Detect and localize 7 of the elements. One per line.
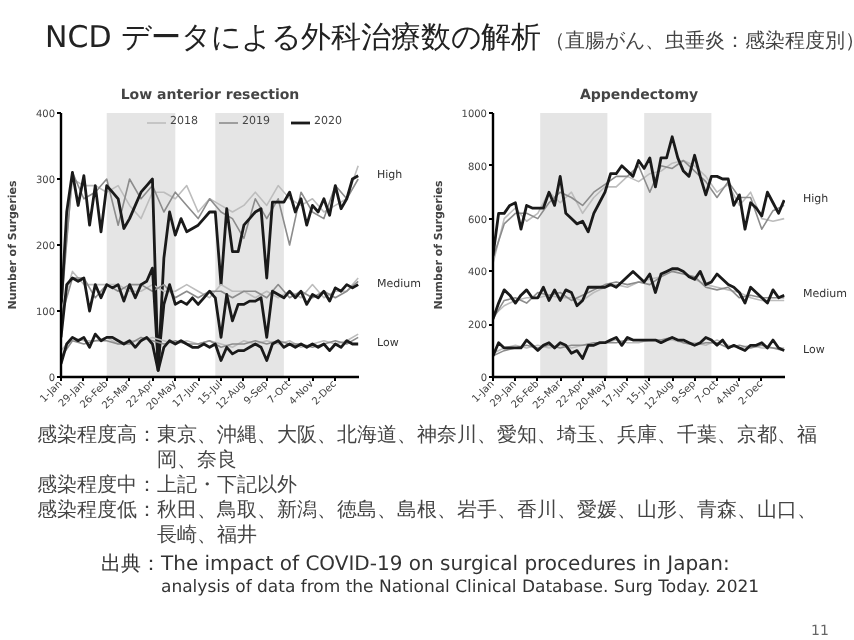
text: 感染程度中：上記・下記以外	[37, 473, 297, 497]
text: NCD データによる外科治療数の解析	[45, 19, 542, 55]
text: 感染程度低：秋田、鳥取、新潟、徳島、島根、岩手、香川、愛媛、山形、青森、山口、長崎、福井	[37, 498, 817, 547]
text: （直腸がん、虫垂炎：感染程度別）	[545, 29, 854, 53]
text: 感染程度高：東京、沖縄、大阪、北海道、神奈川、愛知、埼玉、兵庫、千葉、京都、福岡、奈良	[37, 423, 817, 472]
text: analysis of data from the National Clinical Database. Surg Today. 2021	[161, 578, 760, 598]
source-note: 出典：The impact of COVID-19 on surgical procedures in Japan:	[101, 552, 730, 576]
